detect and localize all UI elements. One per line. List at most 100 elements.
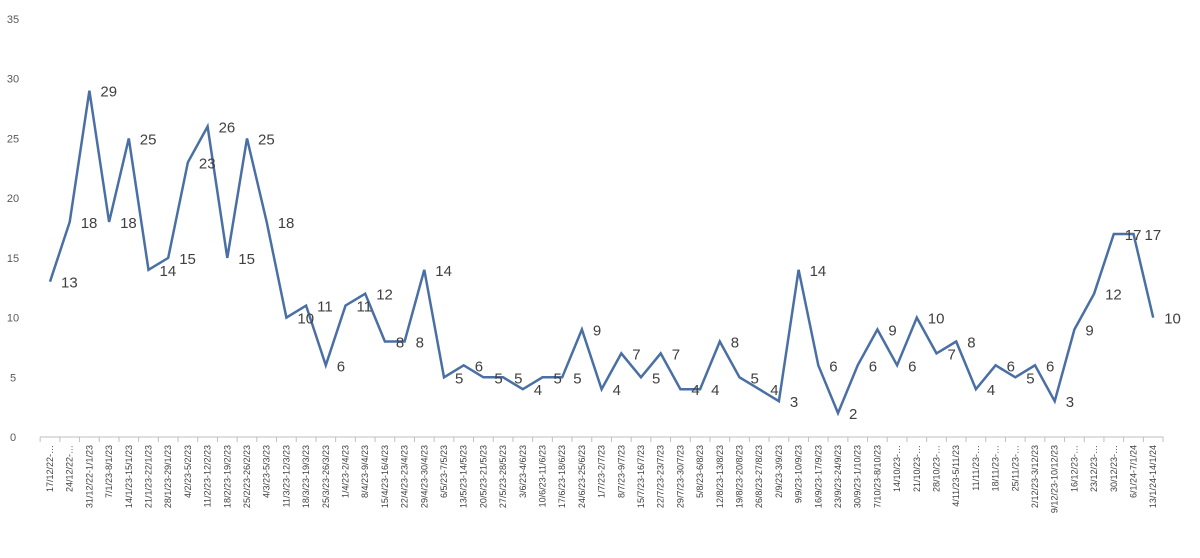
x-tick-label: 29/7/23-30/7/23 bbox=[675, 445, 685, 508]
x-tick-label: 21/10/23-… bbox=[912, 445, 922, 492]
data-label: 10 bbox=[297, 311, 314, 328]
data-label: 17 bbox=[1125, 227, 1142, 244]
data-label: 6 bbox=[869, 358, 877, 375]
x-tick-label: 15/4/23-16/4/23 bbox=[380, 445, 390, 508]
data-label: 4 bbox=[691, 382, 699, 399]
data-label: 5 bbox=[573, 370, 581, 387]
data-label: 26 bbox=[219, 119, 236, 136]
x-tick-label: 31/12/22-1/1/23 bbox=[84, 445, 94, 508]
data-label: 5 bbox=[751, 370, 759, 387]
x-tick-label: 30/12/23-… bbox=[1109, 445, 1119, 492]
x-tick-label: 11/2/23-12/2/23 bbox=[203, 445, 213, 507]
x-tick-label: 22/4/23-23/4/23 bbox=[400, 445, 410, 508]
x-tick-label: 27/5/23-28/5/23 bbox=[498, 445, 508, 508]
x-tick-label: 18/2/23-19/2/23 bbox=[222, 445, 232, 508]
data-label: 7 bbox=[632, 346, 640, 363]
y-tick-label: 0 bbox=[10, 432, 16, 444]
data-label: 12 bbox=[376, 287, 393, 304]
data-label: 14 bbox=[810, 263, 827, 280]
x-tick-label: 14/10/23-… bbox=[892, 445, 902, 492]
x-tick-label: 3/6/23-4/6/23 bbox=[518, 445, 528, 498]
x-tick-label: 17/6/23-18/6/23 bbox=[557, 445, 567, 508]
data-label: 6 bbox=[1007, 358, 1015, 375]
data-label: 4 bbox=[770, 382, 778, 399]
data-label: 25 bbox=[140, 131, 157, 148]
x-tick-label: 8/7/23-9/7/23 bbox=[616, 445, 626, 498]
data-label: 15 bbox=[179, 251, 196, 268]
data-label: 7 bbox=[948, 346, 956, 363]
x-tick-label: 26/8/23-27/8/23 bbox=[754, 445, 764, 508]
x-tick-label: 2/9/23-3/9/23 bbox=[774, 445, 784, 498]
data-label: 5 bbox=[1026, 370, 1034, 387]
x-tick-label: 4/2/23-5/2/23 bbox=[183, 445, 193, 498]
data-label: 5 bbox=[494, 370, 502, 387]
data-label: 4 bbox=[711, 382, 719, 399]
data-label: 8 bbox=[967, 334, 975, 351]
x-tick-label: 13/1/24-14/1/24 bbox=[1148, 445, 1158, 508]
data-label: 18 bbox=[120, 215, 137, 232]
x-tick-label: 6/5/23-7/5/23 bbox=[439, 445, 449, 498]
data-label: 18 bbox=[81, 215, 98, 232]
data-label: 23 bbox=[199, 155, 216, 172]
x-tick-label: 24/6/23-25/6/23 bbox=[577, 445, 587, 508]
data-label: 9 bbox=[593, 323, 601, 340]
data-label: 6 bbox=[829, 358, 837, 375]
x-axis: 17/12/22-… 24/12/22-… 31/12/22-1/1/23 7/1/2… bbox=[39, 436, 1164, 513]
x-tick-label: 21/1/23-22/1/23 bbox=[144, 445, 154, 508]
y-tick-label: 35 bbox=[7, 14, 19, 26]
y-tick-label: 15 bbox=[7, 253, 19, 265]
x-tick-label: 17/12/22-… bbox=[45, 445, 55, 492]
x-tick-label: 7/1/23-8/1/23 bbox=[104, 445, 114, 498]
data-label: 12 bbox=[1105, 287, 1122, 304]
data-label: 10 bbox=[928, 311, 945, 328]
x-tick-label: 16/9/23-17/9/23 bbox=[813, 445, 823, 508]
data-label: 6 bbox=[1046, 358, 1054, 375]
x-tick-label: 30/9/23-1/10/23 bbox=[853, 445, 863, 508]
x-tick-label: 11/11/23-… bbox=[971, 445, 981, 491]
x-tick-label: 5/8/23-6/8/23 bbox=[695, 445, 705, 498]
data-label: 25 bbox=[258, 131, 275, 148]
data-label: 11 bbox=[357, 299, 373, 316]
x-tick-label: 15/7/23-16/7/23 bbox=[636, 445, 646, 508]
x-tick-label: 7/10/23-8/10/23 bbox=[872, 445, 882, 508]
data-label: 18 bbox=[278, 215, 295, 232]
x-tick-label: 25/3/23-26/3/23 bbox=[321, 445, 331, 508]
y-tick-label: 20 bbox=[7, 193, 19, 205]
x-tick-label: 11/3/23-12/3/23 bbox=[281, 445, 291, 507]
data-label: 6 bbox=[337, 358, 345, 375]
x-tick-label: 18/3/23-19/3/23 bbox=[301, 445, 311, 508]
x-tick-label: 4/11/23-5/11/23 bbox=[951, 445, 961, 507]
x-tick-label: 25/2/23-26/2/23 bbox=[242, 445, 252, 508]
data-label: 3 bbox=[790, 394, 798, 411]
x-tick-label: 13/5/23-14/5/23 bbox=[459, 445, 469, 508]
data-label: 3 bbox=[1066, 394, 1074, 411]
y-tick-label: 30 bbox=[7, 74, 19, 86]
data-label: 11 bbox=[317, 299, 333, 316]
y-tick-label: 25 bbox=[7, 133, 19, 145]
data-label: 14 bbox=[435, 263, 452, 280]
x-tick-label: 22/7/23-23/7/23 bbox=[656, 445, 666, 508]
data-label: 8 bbox=[731, 334, 739, 351]
data-label: 2 bbox=[849, 406, 857, 423]
x-tick-label: 25/11/23-… bbox=[1010, 445, 1020, 491]
x-tick-label: 2/12/23-3/12/23 bbox=[1030, 445, 1040, 508]
x-tick-label: 28/1/23-29/1/23 bbox=[163, 445, 173, 508]
y-tick-label: 10 bbox=[7, 313, 19, 325]
data-label: 8 bbox=[416, 334, 424, 351]
data-label: 5 bbox=[554, 370, 562, 387]
data-label: 5 bbox=[455, 370, 463, 387]
data-label: 4 bbox=[987, 382, 995, 399]
x-tick-label: 1/7/23-2/7/23 bbox=[597, 445, 607, 498]
x-tick-label: 1/4/23-2/4/23 bbox=[341, 445, 351, 498]
x-tick-label: 8/4/23-9/4/23 bbox=[360, 445, 370, 498]
x-tick-label: 9/9/23-10/9/23 bbox=[794, 445, 804, 503]
data-label: 5 bbox=[652, 370, 660, 387]
plot-area bbox=[48, 90, 1155, 417]
data-label: 5 bbox=[514, 370, 522, 387]
x-tick-label: 4/3/23-5/3/23 bbox=[262, 445, 272, 498]
series-line bbox=[48, 90, 1155, 417]
x-tick-label: 29/4/23-30/4/23 bbox=[419, 445, 429, 508]
data-label: 29 bbox=[100, 84, 117, 101]
